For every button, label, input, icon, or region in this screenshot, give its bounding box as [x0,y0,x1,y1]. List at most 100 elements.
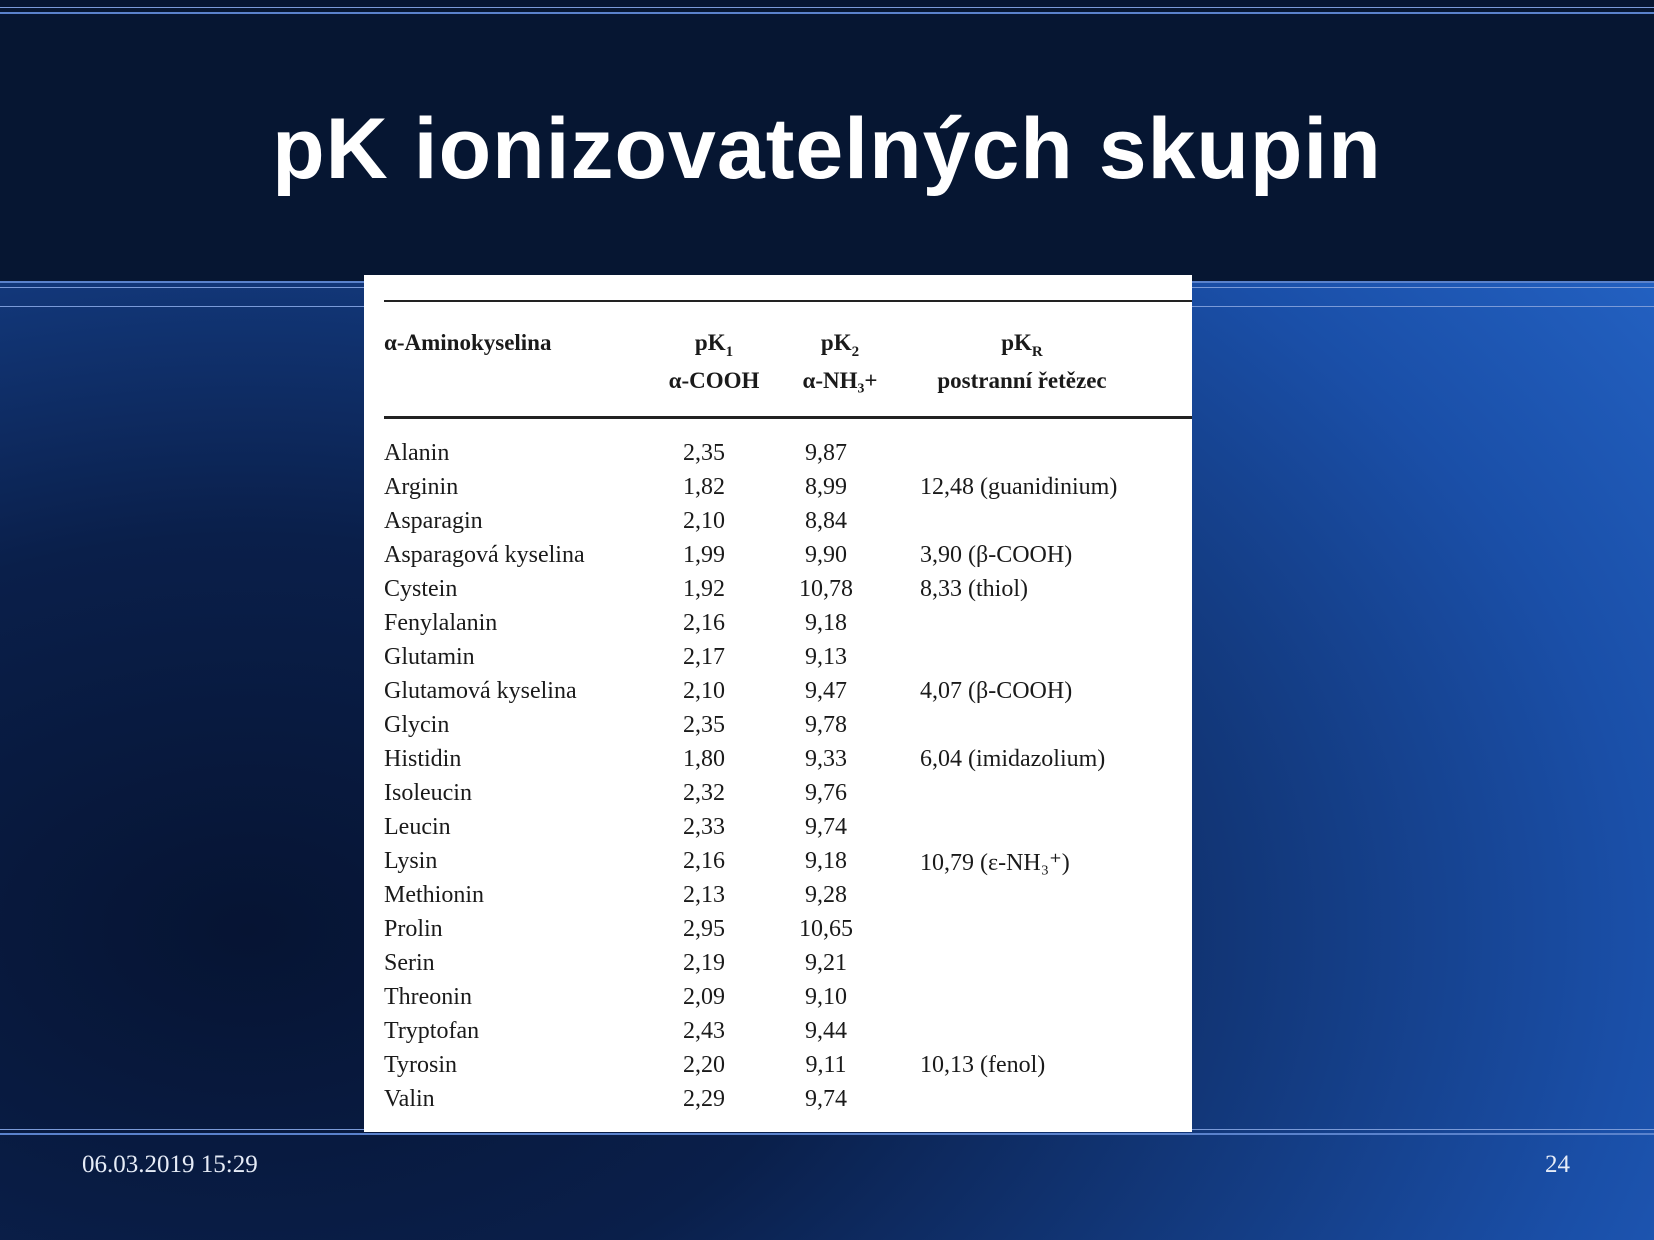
table-top-rule [384,300,1192,302]
cell-pk1: 2,35 [683,712,725,738]
header-pk2-label: α-NH₃+ [802,368,878,393]
table-row: Prolin 2,95 10,65 [364,916,1192,950]
cell-pk1: 2,16 [683,848,725,874]
cell-pk2: 9,74 [805,1086,847,1112]
cell-pk2: 9,74 [805,814,847,840]
cell-pk2: 9,33 [805,746,847,772]
header-pk1: pK1 [694,330,734,360]
cell-pk1: 2,95 [683,916,725,942]
cell-pk2: 9,18 [805,848,847,874]
cell-pk2: 10,78 [799,576,853,602]
cell-name: Isoleucin [384,780,472,806]
cell-pkr: 12,48 (guanidinium) [920,474,1118,500]
table-row: Cystein 1,92 10,78 8,33 (thiol) [364,576,1192,610]
table-row: Valin 2,29 9,74 [364,1086,1192,1120]
cell-name: Leucin [384,814,451,840]
cell-pkr: 10,79 (ε-NH₃⁺) [920,850,1070,876]
pk-table: α-Aminokyselina pK1 α-COOH pK2 α-NH₃+ pK… [364,275,1192,1132]
cell-pkr: 3,90 (β-COOH) [920,542,1073,568]
cell-pk2: 9,28 [805,882,847,908]
table-row: Histidin 1,80 9,33 6,04 (imidazolium) [364,746,1192,780]
header-pkr-label: postranní řetězec [937,368,1107,393]
cell-pk2: 9,13 [805,644,847,670]
cell-name: Arginin [384,474,459,500]
cell-pk1: 1,99 [683,542,725,568]
cell-pk1: 1,92 [683,576,725,602]
cell-pk2: 9,47 [805,678,847,704]
cell-name: Lysin [384,848,438,874]
header-pkr: pKR [1001,330,1043,360]
cell-name: Asparagová kyselina [384,542,585,568]
title-band [0,0,1654,282]
footer-date: 06.03.2019 15:29 [82,1151,258,1178]
table-row: Lysin 2,16 9,18 10,79 (ε-NH₃⁺) [364,848,1192,882]
cell-pkr: 4,07 (β-COOH) [920,678,1073,704]
table-row: Glutamin 2,17 9,13 [364,644,1192,678]
table-row: Arginin 1,82 8,99 12,48 (guanidinium) [364,474,1192,508]
cell-pk1: 2,13 [683,882,725,908]
header-pk1-label: α-COOH [668,368,760,393]
cell-name: Prolin [384,916,443,942]
cell-pk2: 8,99 [805,474,847,500]
cell-pk2: 9,18 [805,610,847,636]
cell-name: Glutamin [384,644,475,670]
cell-pk1: 2,10 [683,508,725,534]
decor-line [0,1133,1654,1135]
header-pk2: pK2 [820,330,860,360]
cell-pk1: 2,29 [683,1086,725,1112]
cell-name: Glycin [384,712,450,738]
cell-pk2: 8,84 [805,508,847,534]
table-row: Glycin 2,35 9,78 [364,712,1192,746]
decor-line [0,7,1654,8]
table-row: Tryptofan 2,43 9,44 [364,1018,1192,1052]
cell-pk1: 2,09 [683,984,725,1010]
cell-name: Histidin [384,746,462,772]
cell-pk1: 2,19 [683,950,725,976]
table-header-rule [384,416,1192,419]
cell-pk1: 2,10 [683,678,725,704]
page-number: 24 [1545,1151,1570,1178]
cell-pk1: 1,80 [683,746,725,772]
cell-pk2: 9,10 [805,984,847,1010]
cell-name: Fenylalanin [384,610,498,636]
cell-name: Valin [384,1086,435,1112]
cell-pk1: 2,43 [683,1018,725,1044]
cell-pkr: 6,04 (imidazolium) [920,746,1106,772]
cell-name: Serin [384,950,435,976]
cell-pk1: 2,32 [683,780,725,806]
cell-pk1: 1,82 [683,474,725,500]
cell-pkr: 8,33 (thiol) [920,576,1028,602]
cell-name: Glutamová kyselina [384,678,577,704]
cell-pk2: 9,76 [805,780,847,806]
cell-name: Asparagin [384,508,483,534]
header-aminokyselina: α-Aminokyselina [384,330,552,355]
table-row: Leucin 2,33 9,74 [364,814,1192,848]
cell-pk2: 9,44 [805,1018,847,1044]
table-row: Threonin 2,09 9,10 [364,984,1192,1018]
cell-name: Cystein [384,576,458,602]
cell-pkr: 10,13 (fenol) [920,1052,1046,1078]
table-row: Alanin 2,35 9,87 [364,440,1192,474]
decor-line [0,12,1654,14]
table-row: Methionin 2,13 9,28 [364,882,1192,916]
cell-pk2: 10,65 [799,916,853,942]
cell-pk1: 2,35 [683,440,725,466]
table-row: Isoleucin 2,32 9,76 [364,780,1192,814]
cell-pk1: 2,17 [683,644,725,670]
cell-name: Threonin [384,984,472,1010]
table-row: Glutamová kyselina 2,10 9,47 4,07 (β-COOH) [364,678,1192,712]
cell-pk1: 2,20 [683,1052,725,1078]
cell-pk2: 9,90 [805,542,847,568]
cell-pk1: 2,33 [683,814,725,840]
table-row: Serin 2,19 9,21 [364,950,1192,984]
cell-pk2: 9,11 [805,1052,847,1078]
table-row: Tyrosin 2,20 9,11 10,13 (fenol) [364,1052,1192,1086]
cell-pk2: 9,21 [805,950,847,976]
cell-name: Methionin [384,882,484,908]
cell-pk1: 2,16 [683,610,725,636]
cell-pk2: 9,87 [805,440,847,466]
table-row: Fenylalanin 2,16 9,18 [364,610,1192,644]
cell-name: Tryptofan [384,1018,480,1044]
slide-title: pK ionizovatelných skupin [272,101,1382,197]
cell-name: Alanin [384,440,450,466]
